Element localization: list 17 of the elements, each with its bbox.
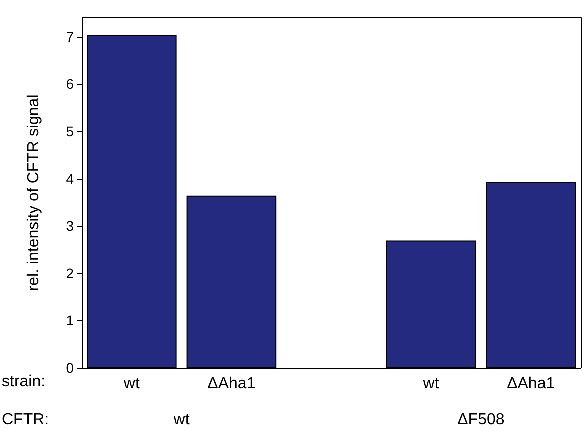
text: ΔF508 <box>458 412 505 428</box>
text: wt <box>172 412 190 428</box>
x-tick-label: ΔAha1 <box>507 376 556 392</box>
y-tick-label: 4 <box>66 170 74 187</box>
y-tick-label: 3 <box>66 218 74 234</box>
y-axis-title: rel. intensity of CFTR signal <box>26 94 42 292</box>
text: strain: <box>2 374 46 390</box>
y-tick-label: 2 <box>66 265 74 282</box>
text: CFTR: <box>2 412 50 428</box>
x-tick-label: wt <box>422 376 440 392</box>
y-tick-label: 7 <box>66 28 74 45</box>
x-tick-label: wt <box>122 376 140 392</box>
y-tick-label: 0 <box>66 360 74 376</box>
y-tick-label: 6 <box>66 76 74 92</box>
x-tick-label: ΔAha1 <box>208 376 256 392</box>
y-tick-label: 5 <box>66 124 74 140</box>
y-tick-label: 1 <box>66 312 74 329</box>
